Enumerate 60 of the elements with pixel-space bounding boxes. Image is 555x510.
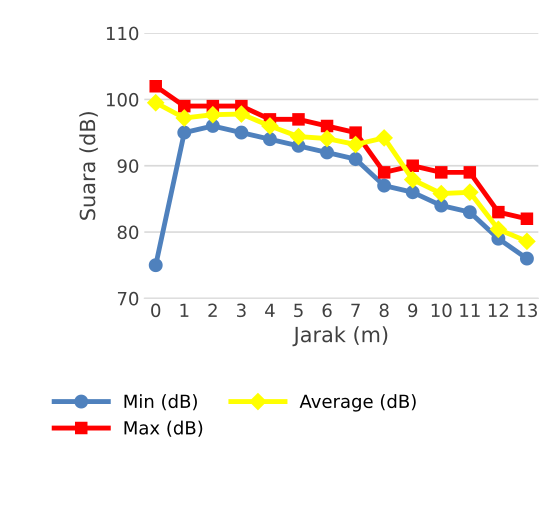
point xyxy=(432,185,450,202)
point xyxy=(292,113,305,126)
point xyxy=(404,171,422,188)
point xyxy=(290,128,308,146)
point xyxy=(406,160,419,172)
point xyxy=(434,198,448,212)
point xyxy=(520,212,534,226)
point xyxy=(378,166,390,179)
x-tick-label: 6 xyxy=(322,304,332,318)
x-tick-label: 2 xyxy=(208,304,217,317)
y-axis-title: Suara (dB) xyxy=(79,112,98,220)
x-tick-label: 12 xyxy=(488,304,508,317)
point xyxy=(347,136,364,154)
legend-label: Min (dB) xyxy=(124,394,197,410)
point xyxy=(520,252,534,266)
point xyxy=(149,80,162,92)
point xyxy=(461,184,478,201)
legend-label: Max (dB) xyxy=(124,420,202,437)
point xyxy=(320,146,334,160)
x-tick-label: 11 xyxy=(460,304,480,317)
y-tick-label: 70 xyxy=(118,292,138,306)
point xyxy=(232,105,250,123)
point xyxy=(435,166,448,179)
x-tick-label: 1 xyxy=(180,304,188,317)
x-tick-label: 8 xyxy=(380,304,389,318)
point xyxy=(490,220,507,238)
y-tick-label: 80 xyxy=(118,226,138,240)
point xyxy=(349,126,362,139)
point xyxy=(406,185,420,200)
x-tick-label: 10 xyxy=(432,304,452,318)
point xyxy=(178,100,191,112)
point xyxy=(348,152,363,166)
x-axis-title: Jarak (m) xyxy=(292,326,388,346)
point xyxy=(318,130,336,148)
point xyxy=(492,206,505,218)
legend-label: Average (dB) xyxy=(300,394,416,412)
point xyxy=(464,166,476,179)
point xyxy=(377,178,392,193)
point xyxy=(518,232,536,250)
point xyxy=(204,106,222,124)
y-tick-label: 100 xyxy=(106,92,138,107)
y-tick-label: 110 xyxy=(106,26,138,40)
x-tick-label: 4 xyxy=(265,304,275,317)
point xyxy=(320,120,334,132)
point xyxy=(376,129,393,146)
x-tick-label: 5 xyxy=(294,304,303,318)
x-tick-label: 7 xyxy=(351,304,360,317)
x-tick-label: 3 xyxy=(237,304,246,318)
point xyxy=(234,126,248,140)
point xyxy=(147,94,164,112)
y-tick-label: 90 xyxy=(118,159,138,173)
x-tick-label: 13 xyxy=(517,304,537,318)
x-tick-label: 9 xyxy=(408,304,418,318)
point xyxy=(177,126,192,140)
point xyxy=(148,258,163,272)
point xyxy=(261,117,278,135)
point xyxy=(176,109,193,127)
point xyxy=(462,205,477,220)
x-tick-label: 0 xyxy=(151,304,160,318)
point xyxy=(262,132,277,146)
